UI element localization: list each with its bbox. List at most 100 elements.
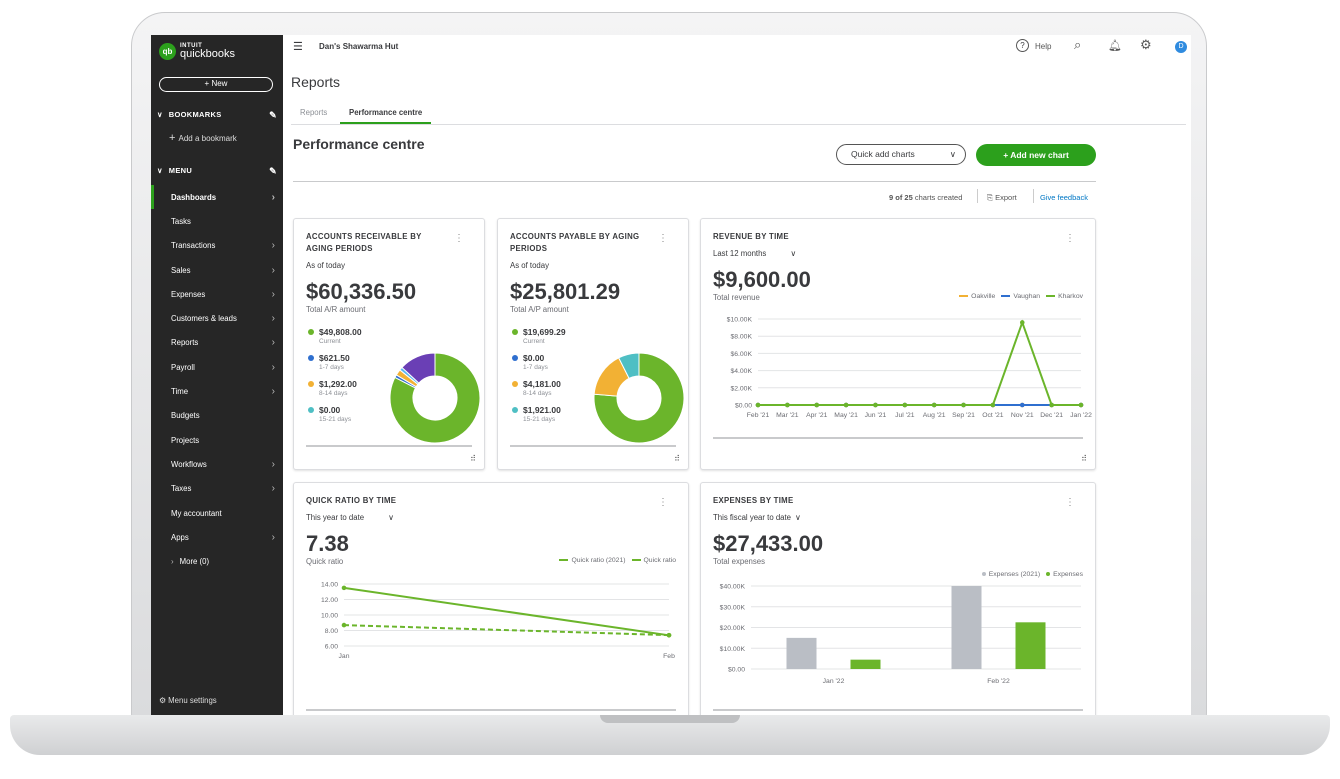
data-point[interactable] <box>755 402 761 408</box>
more-options-icon[interactable]: ⋮ <box>658 497 668 508</box>
sidebar-item-label: My accountant <box>171 508 222 518</box>
pencil-icon[interactable]: ✎ <box>269 166 277 176</box>
give-feedback-link[interactable]: Give feedback <box>1040 193 1088 202</box>
quick-add-charts-dropdown[interactable]: Quick add charts ∨ <box>836 144 966 165</box>
data-point[interactable] <box>666 633 672 638</box>
page-title: Reports <box>291 74 341 90</box>
legend-swatch <box>308 407 314 413</box>
sidebar-item-sales[interactable]: Sales › <box>151 258 283 282</box>
add-new-chart-button[interactable]: + Add new chart <box>976 144 1096 166</box>
data-point[interactable] <box>931 402 937 408</box>
y-tick-label: 14.00 <box>321 582 338 589</box>
sidebar-item-expenses[interactable]: Expenses › <box>151 282 283 306</box>
chevron-right-icon: › <box>271 191 275 203</box>
data-point[interactable] <box>1078 402 1084 408</box>
period-dropdown[interactable]: This fiscal year to date ∨ <box>713 513 801 522</box>
legend-item: Vaughan <box>1001 293 1040 300</box>
sidebar-item-transactions[interactable]: Transactions › <box>151 234 283 258</box>
more-options-icon[interactable]: ⋮ <box>454 233 464 244</box>
chart-svg: 6.00 8.00 10.00 12.00 14.00 Jan Feb <box>321 582 675 661</box>
resize-handle-icon[interactable]: ⠾ <box>1081 454 1087 463</box>
sidebar-item-reports[interactable]: Reports › <box>151 331 283 355</box>
tab-reports[interactable]: Reports <box>300 108 328 117</box>
sidebar-item-tasks[interactable]: Tasks <box>151 209 283 233</box>
sidebar-item-budgets[interactable]: Budgets <box>151 404 283 428</box>
menu-settings[interactable]: ⚙ Menu settings <box>159 696 217 705</box>
sidebar-item-workflows[interactable]: Workflows › <box>151 452 283 476</box>
more-options-icon[interactable]: ⋮ <box>658 233 668 244</box>
quickbooks-logo[interactable]: qb INTUIT quickbooks <box>159 43 235 60</box>
series-line <box>758 319 1081 406</box>
bar[interactable] <box>786 637 817 669</box>
legend-item: $1,292.00 8-14 days <box>308 379 357 397</box>
data-point[interactable] <box>785 402 790 408</box>
more-options-icon[interactable]: ⋮ <box>1065 233 1075 244</box>
bar[interactable] <box>1015 622 1046 669</box>
legend-item: $0.00 15-21 days <box>308 405 351 423</box>
y-tick-label: $30.00K <box>720 604 746 611</box>
resize-handle-icon[interactable]: ⠾ <box>470 454 476 463</box>
sidebar-item-customers-leads[interactable]: Customers & leads › <box>151 306 283 330</box>
sidebar-item-taxes[interactable]: Taxes › <box>151 477 283 501</box>
data-point[interactable] <box>1019 320 1025 325</box>
period-dropdown[interactable]: Last 12 months ∨ <box>713 249 796 258</box>
legend-item: $19,699.29 Current <box>512 327 566 345</box>
data-point[interactable] <box>902 402 908 408</box>
menu-section[interactable]: ∨ MENU ✎ <box>157 166 277 177</box>
sidebar-item-time[interactable]: Time › <box>151 379 283 403</box>
data-point[interactable] <box>990 402 996 408</box>
donut-slice[interactable] <box>401 352 436 384</box>
help-icon[interactable]: ? <box>1016 39 1029 52</box>
chart-legend: Quick ratio (2021) Quick ratio <box>559 557 676 564</box>
data-point[interactable] <box>341 622 347 628</box>
bar[interactable] <box>850 659 881 669</box>
sidebar-item-apps[interactable]: Apps › <box>151 525 283 549</box>
legend-swatch <box>308 355 314 361</box>
main-content: ☰ Dan's Shawarma Hut ? Help ⌕ 🔔︎ ⚙ D Rep… <box>283 35 1191 715</box>
data-point[interactable] <box>341 585 347 591</box>
avatar[interactable]: D <box>1175 41 1187 53</box>
donut-slice[interactable] <box>389 352 481 444</box>
donut-slice[interactable] <box>618 352 640 380</box>
bar[interactable] <box>951 586 982 669</box>
x-tick-label: Feb <box>663 653 675 660</box>
gear-icon[interactable]: ⚙ <box>1140 37 1152 52</box>
new-button[interactable]: + New <box>159 77 273 92</box>
sidebar-item-dashboards[interactable]: Dashboards › <box>151 185 283 210</box>
help-link[interactable]: Help <box>1035 42 1052 51</box>
chart-title: ACCOUNTS PAYABLE BY AGING PERIODS <box>510 232 640 253</box>
sidebar-item-my-accountant[interactable]: My accountant <box>151 501 283 525</box>
data-point[interactable] <box>1049 402 1054 408</box>
period-dropdown[interactable]: This year to date ∨ <box>306 513 394 522</box>
series-line <box>343 624 670 637</box>
card-divider <box>306 709 676 711</box>
sidebar-item-payroll[interactable]: Payroll › <box>151 355 283 379</box>
sidebar-item-projects[interactable]: Projects <box>151 428 283 452</box>
sidebar-item-label: Customers & leads <box>171 314 237 324</box>
bell-icon[interactable]: 🔔︎ <box>1108 40 1122 52</box>
data-point[interactable] <box>843 402 849 408</box>
chart-title: EXPENSES BY TIME <box>713 496 794 505</box>
data-point[interactable] <box>873 402 878 408</box>
bookmarks-section[interactable]: ∨ BOOKMARKS ✎ <box>157 110 277 121</box>
add-bookmark[interactable]: + Add a bookmark <box>169 132 237 144</box>
y-tick-label: $8.00K <box>730 334 752 341</box>
data-point[interactable] <box>961 402 966 408</box>
data-point[interactable] <box>1019 402 1025 408</box>
pencil-icon[interactable]: ✎ <box>269 110 277 120</box>
x-tick-label: Dec '21 <box>1040 412 1063 419</box>
donut-slice[interactable] <box>593 352 685 444</box>
export-button[interactable]: ⎘ Export <box>987 193 1017 203</box>
x-tick-label: Feb '21 <box>747 412 770 419</box>
sidebar-item-label: Transactions <box>171 241 216 251</box>
more-options-icon[interactable]: ⋮ <box>1065 497 1075 508</box>
search-icon[interactable]: ⌕ <box>1074 37 1082 52</box>
resize-handle-icon[interactable]: ⠾ <box>674 454 680 463</box>
tab-performance-centre[interactable]: Performance centre <box>340 108 432 124</box>
collapse-menu-icon[interactable]: ☰ <box>293 41 303 53</box>
legend-label: 8-14 days <box>319 390 348 397</box>
gear-icon: ⚙ <box>159 696 169 705</box>
sidebar-item-more-0[interactable]: › More (0) <box>151 549 283 573</box>
legend-label: Quick ratio <box>643 557 676 564</box>
data-point[interactable] <box>814 402 820 408</box>
